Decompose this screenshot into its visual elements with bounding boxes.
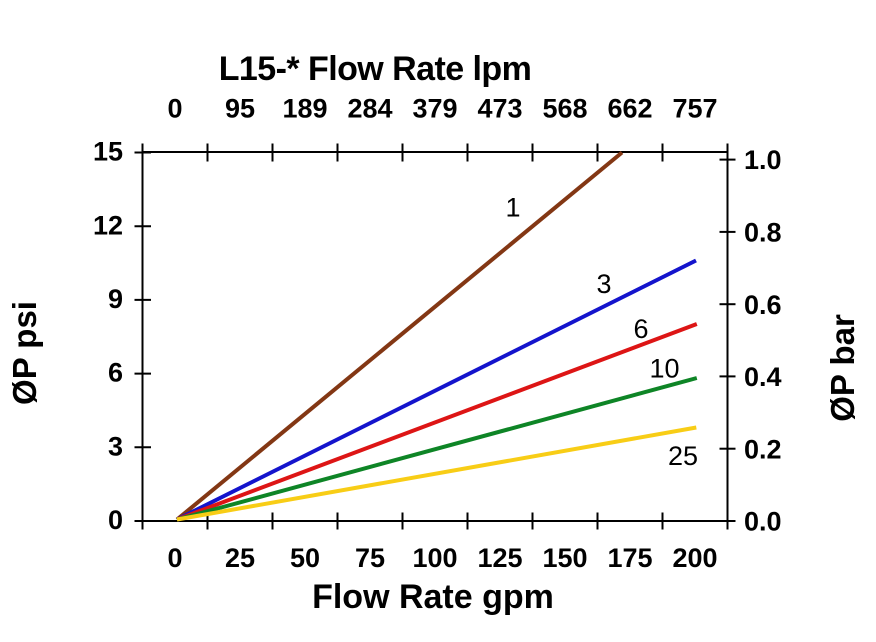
svg-text:ØP bar: ØP bar xyxy=(824,314,861,422)
svg-text:0: 0 xyxy=(108,505,123,535)
svg-text:25: 25 xyxy=(225,543,255,573)
svg-text:95: 95 xyxy=(225,94,255,124)
svg-text:L15-* Flow Rate lpm: L15-* Flow Rate lpm xyxy=(219,50,532,88)
svg-text:175: 175 xyxy=(607,543,652,573)
svg-text:0.0: 0.0 xyxy=(744,507,782,537)
svg-text:6: 6 xyxy=(108,358,123,388)
svg-text:1.0: 1.0 xyxy=(744,145,782,175)
svg-text:9: 9 xyxy=(108,284,123,314)
svg-text:12: 12 xyxy=(93,210,123,240)
svg-text:150: 150 xyxy=(542,543,587,573)
svg-text:15: 15 xyxy=(93,137,123,167)
svg-text:0: 0 xyxy=(167,94,182,124)
svg-text:473: 473 xyxy=(477,94,522,124)
svg-text:Flow Rate gpm: Flow Rate gpm xyxy=(312,578,554,616)
svg-text:3: 3 xyxy=(108,431,123,461)
svg-text:100: 100 xyxy=(412,543,457,573)
svg-text:189: 189 xyxy=(282,94,327,124)
svg-text:125: 125 xyxy=(477,543,522,573)
svg-text:ØP psi: ØP psi xyxy=(6,301,43,405)
svg-text:662: 662 xyxy=(607,94,652,124)
svg-text:6: 6 xyxy=(633,314,648,344)
svg-text:3: 3 xyxy=(596,269,611,299)
svg-text:0.4: 0.4 xyxy=(744,362,782,392)
svg-text:284: 284 xyxy=(347,94,392,124)
svg-text:0: 0 xyxy=(167,543,182,573)
svg-text:379: 379 xyxy=(412,94,457,124)
svg-text:0.2: 0.2 xyxy=(744,434,782,464)
svg-text:25: 25 xyxy=(668,441,698,471)
svg-text:75: 75 xyxy=(355,543,385,573)
svg-text:1: 1 xyxy=(505,193,520,223)
svg-text:10: 10 xyxy=(649,354,679,384)
svg-text:757: 757 xyxy=(672,94,717,124)
svg-text:0.6: 0.6 xyxy=(744,290,782,320)
svg-text:200: 200 xyxy=(672,543,717,573)
svg-text:568: 568 xyxy=(542,94,587,124)
svg-text:0.8: 0.8 xyxy=(744,218,782,248)
svg-text:50: 50 xyxy=(290,543,320,573)
